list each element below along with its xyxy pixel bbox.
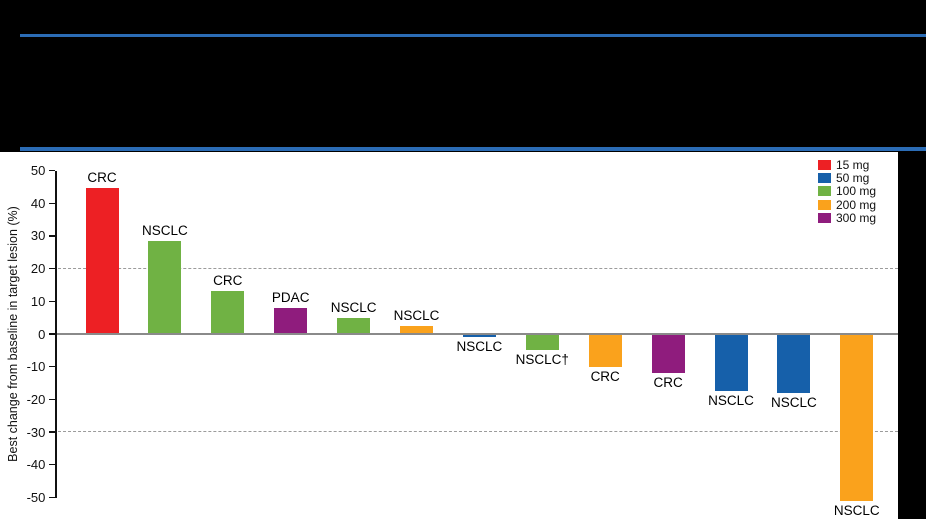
bar-11-50mg xyxy=(714,334,748,392)
legend-swatch-icon xyxy=(818,199,831,210)
legend-entry-300mg: 300 mg xyxy=(818,212,876,225)
dose-legend: 15 mg 50 mg 100 mg 200 mg 300 mg xyxy=(818,158,876,225)
bar-5-100mg xyxy=(337,317,371,334)
y-tick-mark xyxy=(49,267,56,270)
bar-label: NSCLC xyxy=(393,307,440,323)
y-tick-mark xyxy=(49,366,56,368)
bar-3-100mg xyxy=(211,291,245,334)
bar-13-200mg xyxy=(840,334,874,501)
bar-label: CRC xyxy=(590,368,620,384)
bar-1-15mg xyxy=(85,188,119,334)
bar-label: NSCLC† xyxy=(515,352,569,368)
y-tick-label: 10 xyxy=(30,293,46,309)
bar-8-100mg xyxy=(525,334,559,351)
bar-label: NSCLC xyxy=(708,393,754,409)
y-tick-mark xyxy=(49,202,56,204)
y-tick-mark xyxy=(49,235,56,237)
legend-label: 50 mg xyxy=(836,171,870,186)
bar-label: NSCLC xyxy=(771,394,817,410)
bar-7-50mg xyxy=(462,334,496,338)
bar-2-100mg xyxy=(148,240,182,334)
bar-6-200mg xyxy=(400,325,433,334)
legend-swatch-icon xyxy=(818,159,831,170)
gridline-20 xyxy=(58,267,898,269)
legend-label: 300 mg xyxy=(836,211,877,226)
bar-label: NSCLC xyxy=(456,339,503,355)
header-rule-top xyxy=(20,34,926,37)
bar-12-50mg xyxy=(777,334,811,393)
bar-4-300mg xyxy=(274,307,308,334)
legend-entry-100mg: 100 mg xyxy=(818,185,876,198)
header-banner xyxy=(0,0,926,152)
bar-10-300mg xyxy=(651,334,685,374)
bar-label: CRC xyxy=(87,170,117,186)
y-tick-label: -10 xyxy=(26,359,46,375)
bar-label: CRC xyxy=(653,375,683,391)
y-tick-label: 40 xyxy=(30,195,46,211)
bar-label: NSCLC xyxy=(142,222,188,238)
y-tick-label: 20 xyxy=(30,261,46,277)
y-tick-mark xyxy=(49,431,56,433)
bar-label: CRC xyxy=(213,273,243,289)
legend-swatch-icon xyxy=(818,186,831,197)
y-tick-label: -30 xyxy=(26,424,46,440)
y-tick-label: 30 xyxy=(30,228,46,244)
gridline--30 xyxy=(58,431,898,433)
y-tick-label: -20 xyxy=(26,391,46,407)
bar-label: NSCLC xyxy=(833,502,880,518)
y-tick-mark xyxy=(49,496,56,499)
legend-swatch-icon xyxy=(818,173,831,184)
bar-9-200mg xyxy=(588,334,622,367)
y-tick-label: -50 xyxy=(26,490,46,505)
bar-label: PDAC xyxy=(271,289,310,305)
y-tick-label: 50 xyxy=(30,163,46,178)
y-tick-mark xyxy=(49,464,56,466)
legend-entry-200mg: 200 mg xyxy=(818,198,876,211)
y-tick-mark xyxy=(49,169,56,172)
y-tick-label: -40 xyxy=(26,457,46,473)
zero-baseline xyxy=(57,333,898,335)
y-tick-mark xyxy=(49,333,56,335)
y-axis-line xyxy=(55,170,57,498)
y-tick-mark xyxy=(49,398,56,401)
header-rule-bottom xyxy=(20,147,926,151)
waterfall-chart: Best change from baseline in target lesi… xyxy=(0,152,898,519)
y-tick-label: 0 xyxy=(38,326,46,342)
bar-label: NSCLC xyxy=(330,299,377,315)
legend-label: 100 mg xyxy=(836,184,877,199)
legend-swatch-icon xyxy=(818,213,831,224)
y-tick-mark xyxy=(49,300,56,302)
legend-label: 15 mg xyxy=(836,157,870,172)
legend-label: 200 mg xyxy=(836,197,877,212)
legend-entry-15mg: 15 mg xyxy=(818,158,876,171)
legend-entry-50mg: 50 mg xyxy=(818,171,876,184)
